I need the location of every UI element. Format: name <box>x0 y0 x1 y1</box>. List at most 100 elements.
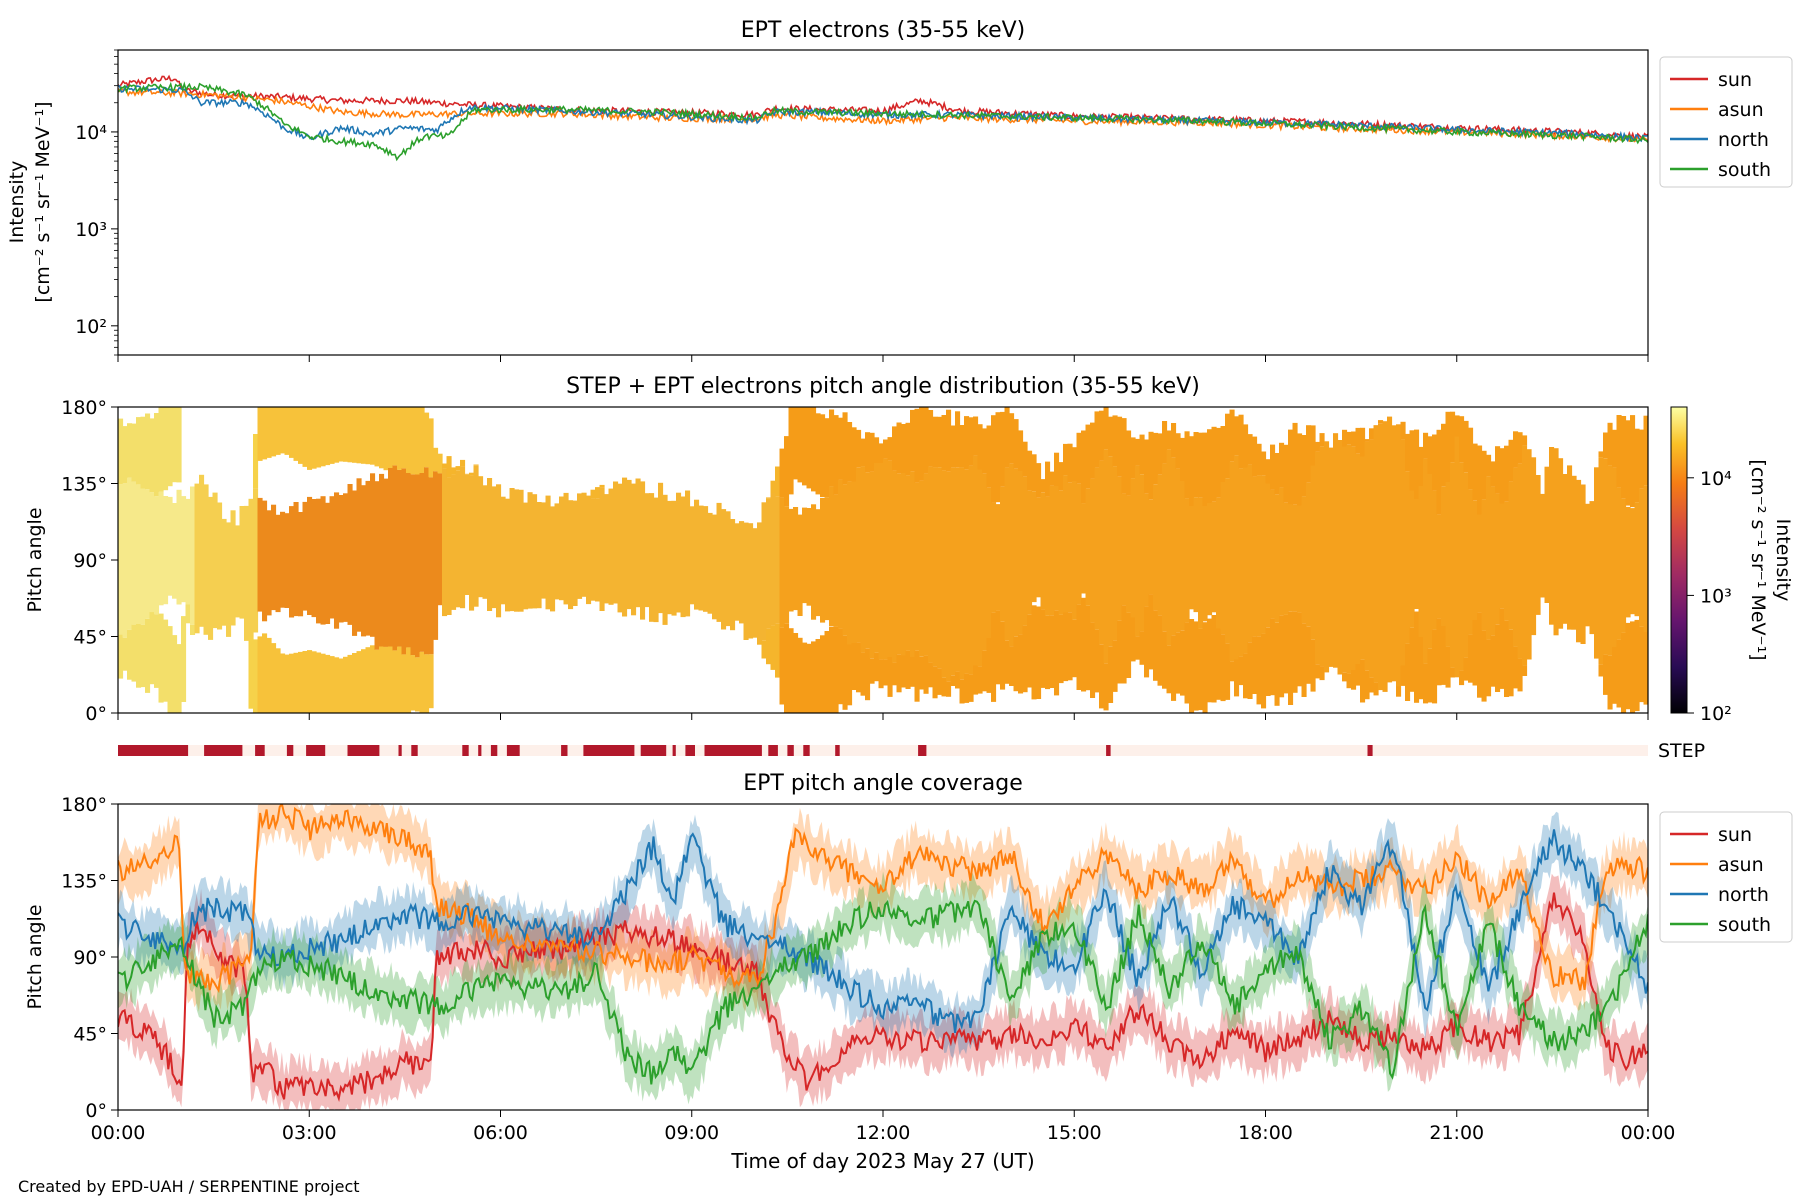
pad-cell <box>1238 656 1244 686</box>
pad-cell <box>253 434 259 488</box>
pad-cell <box>1103 663 1109 711</box>
pad-cell <box>136 484 142 624</box>
pad-cell <box>914 408 920 483</box>
pad-cell <box>1108 456 1114 647</box>
pad-cell <box>1288 504 1294 612</box>
pad-cell <box>721 509 727 630</box>
pad-cell <box>1189 436 1195 506</box>
pad-cell <box>667 500 673 615</box>
pad-cell <box>527 492 533 609</box>
pad-cell <box>964 673 970 703</box>
pad-cell <box>928 662 934 688</box>
pad-cell <box>590 498 596 601</box>
pad-cell <box>865 432 871 473</box>
pad-cell <box>217 502 223 630</box>
pad-cell <box>1396 686 1402 697</box>
pad-cell <box>118 418 124 485</box>
pad-cell <box>982 473 988 651</box>
coverage-ytick-label: 45° <box>73 1024 107 1046</box>
pad-cell <box>352 490 358 636</box>
pad-cell <box>770 493 776 626</box>
pad-cell <box>1162 421 1168 464</box>
pad-cell <box>1279 487 1285 616</box>
pad-cell <box>1454 436 1460 678</box>
pad-cell <box>581 492 587 597</box>
pad-cell <box>1319 446 1325 667</box>
pad-cell <box>797 514 803 616</box>
pad-cell <box>1463 420 1469 473</box>
pad-cell <box>212 492 218 629</box>
coverage-line-asun <box>118 804 1648 994</box>
pad-cell <box>329 656 335 713</box>
step-interval <box>347 745 380 756</box>
pad-cell <box>1238 414 1244 469</box>
pad-cell <box>163 407 169 491</box>
pad-cell <box>842 635 848 710</box>
pad-cell <box>289 653 295 713</box>
pad-cell <box>1585 503 1591 627</box>
pad-cell <box>883 659 889 686</box>
pad-cell <box>887 657 893 697</box>
pad-cell <box>1193 432 1199 498</box>
pad-cell <box>1445 482 1451 647</box>
pad-cell <box>1535 475 1541 615</box>
pad-cell <box>356 651 362 713</box>
pad-cell <box>1081 430 1087 504</box>
intensity-ytick-label: 10² <box>75 316 107 338</box>
colorbar-tick-label: 10³ <box>1700 585 1732 607</box>
pad-cell <box>1486 454 1492 477</box>
step-label: STEP <box>1658 740 1705 762</box>
pad-cell <box>1445 646 1451 688</box>
pad-cell <box>1612 647 1618 704</box>
pad-cell <box>361 407 367 464</box>
pad-cell <box>901 424 907 473</box>
pad-cell <box>824 497 830 621</box>
pad-cell <box>311 407 317 469</box>
coverage-x-ticks: 00:00 03:00 06:00 09:00 12:00 15:00 18:00 21:00… <box>91 1110 1675 1144</box>
pad-cell <box>1072 447 1078 481</box>
pad-cell <box>1405 643 1411 701</box>
pad-cell <box>860 466 866 653</box>
pad-cell <box>689 506 695 605</box>
pad-cell <box>941 470 947 678</box>
pad-cell <box>1603 458 1609 655</box>
pad-cell <box>784 436 790 507</box>
pad-cell <box>995 504 1001 611</box>
pad-cell <box>1180 481 1186 631</box>
pad-cell <box>172 503 178 599</box>
pad-cell <box>460 466 466 609</box>
pad-cell <box>923 473 929 656</box>
pad-cell <box>1450 667 1456 678</box>
pad-cell <box>257 407 263 461</box>
pad-cell <box>865 648 871 701</box>
pad-cell <box>599 487 605 611</box>
pad-cell <box>131 481 137 625</box>
colorbar-label-line1: Intensity <box>1772 519 1794 602</box>
coverage-title: EPT pitch angle coverage <box>743 771 1023 796</box>
pad-ylabel: Pitch angle <box>24 507 46 612</box>
step-interval <box>561 745 568 756</box>
pad-cell <box>1504 445 1510 502</box>
pad-cell <box>1031 491 1037 603</box>
pad-cell <box>1000 411 1006 487</box>
pad-cell <box>1432 434 1438 491</box>
pad-cell <box>1306 626 1312 684</box>
pad-cell <box>1427 474 1433 649</box>
pad-cell <box>1094 467 1100 630</box>
pad-cell <box>1009 413 1015 464</box>
pad-cell <box>307 496 313 615</box>
coverage-xtick-label: 00:00 <box>91 1122 146 1144</box>
pad-cell <box>1234 455 1240 660</box>
pad-cell <box>293 652 299 713</box>
pad-cell <box>1166 430 1172 450</box>
pad-cell <box>1355 453 1361 664</box>
pad-cell <box>1270 444 1276 490</box>
pad-panel: STEP + EPT electrons pitch angle distrib… <box>24 374 1794 725</box>
pad-cell <box>856 467 862 643</box>
pad-cell <box>1090 422 1096 479</box>
step-interval <box>672 745 676 756</box>
pad-cell <box>1234 659 1240 697</box>
pad-cell <box>887 460 893 657</box>
pad-cell <box>1126 495 1132 613</box>
pad-cell <box>1157 433 1163 475</box>
